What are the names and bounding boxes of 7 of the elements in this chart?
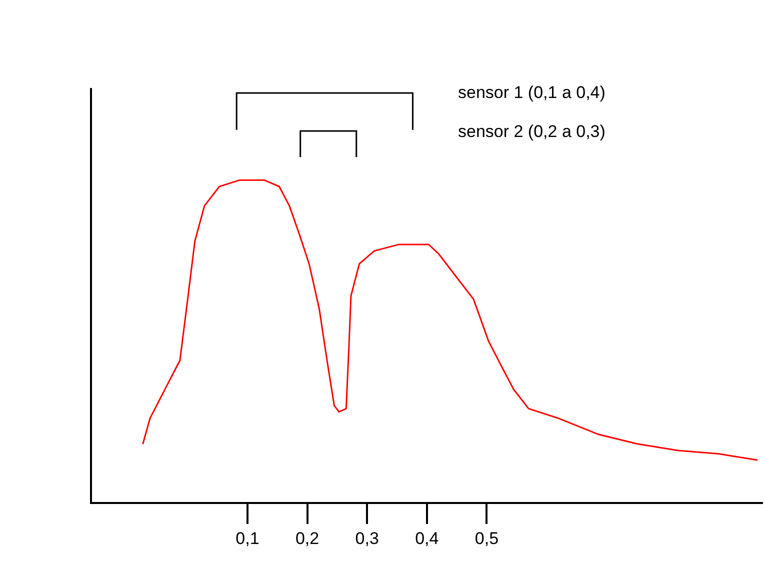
x-tick-label: 0,3 <box>355 529 379 548</box>
text: sensor 2 (0,2 a 0,3) <box>458 122 606 141</box>
x-tick-label: 0,2 <box>295 529 320 548</box>
text: sensor 1 (0,1 a 0,4) <box>458 83 606 102</box>
x-tick-label: 0,1 <box>236 529 260 548</box>
x-tick-label: 0,5 <box>474 529 499 548</box>
x-tick-label: 0,4 <box>415 529 439 548</box>
